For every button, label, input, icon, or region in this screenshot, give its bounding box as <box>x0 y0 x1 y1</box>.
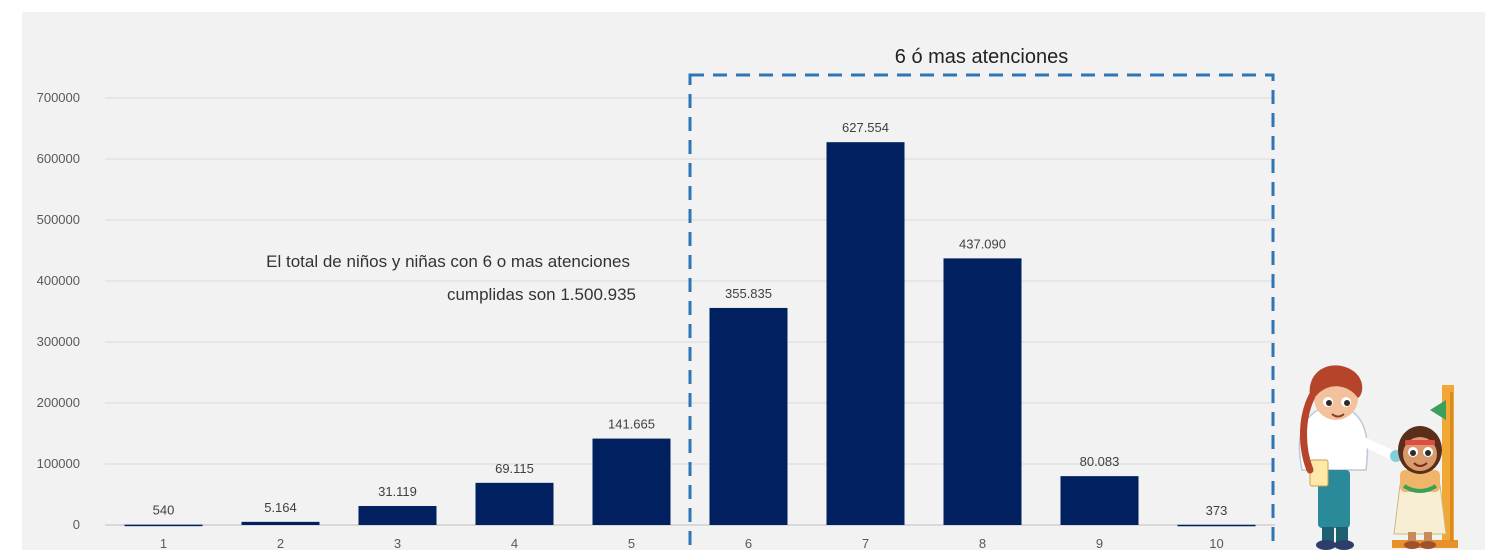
bar <box>826 142 905 525</box>
bar <box>241 521 320 525</box>
data-labels: 540 5.164 31.119 69.115 141.665 355.835 627.55… <box>153 120 1228 518</box>
x-tick-label: 6 <box>745 536 752 550</box>
data-label: 540 <box>153 503 175 518</box>
data-label: 437.090 <box>959 236 1006 251</box>
x-tick-label: 5 <box>628 536 635 550</box>
y-tick-label: 300000 <box>37 334 80 349</box>
x-axis-ticks: 1 2 3 4 5 6 7 8 9 10 <box>160 536 1224 550</box>
x-tick-label: 2 <box>277 536 284 550</box>
bars <box>124 142 1256 527</box>
highlight-title: 6 ó mas atenciones <box>895 46 1068 68</box>
data-label: 141.665 <box>608 417 655 432</box>
highlight-box <box>688 73 1275 550</box>
x-tick-label: 10 <box>1209 536 1223 550</box>
data-label: 355.835 <box>725 286 772 301</box>
y-tick-label: 600000 <box>37 151 80 166</box>
x-tick-label: 7 <box>862 536 869 550</box>
child-figure <box>1393 426 1447 549</box>
x-tick-label: 1 <box>160 536 167 550</box>
y-tick-label: 200000 <box>37 395 80 410</box>
data-label: 31.119 <box>378 484 417 499</box>
x-tick-label: 3 <box>394 536 401 550</box>
doctor-child-illustration <box>1298 365 1458 550</box>
bar <box>1060 476 1139 525</box>
y-tick-label: 0 <box>73 517 80 532</box>
data-label: 627.554 <box>842 120 889 135</box>
y-tick-label: 500000 <box>37 212 80 227</box>
bar <box>943 258 1022 525</box>
data-label: 5.164 <box>264 500 297 515</box>
y-tick-label: 100000 <box>37 456 80 471</box>
bar <box>592 438 671 525</box>
bar <box>475 482 554 525</box>
annotation-line-2: cumplidas son 1.500.935 <box>447 285 636 304</box>
data-label: 373 <box>1206 503 1228 518</box>
x-tick-label: 4 <box>511 536 518 550</box>
doctor-figure <box>1298 365 1402 550</box>
y-axis-ticks: 0 100000 200000 300000 400000 500000 600000 700… <box>37 90 80 532</box>
x-tick-label: 9 <box>1096 536 1103 550</box>
y-tick-label: 400000 <box>37 273 80 288</box>
data-label: 80.083 <box>1080 454 1120 469</box>
bar <box>1177 524 1256 527</box>
y-tick-label: 700000 <box>37 90 80 105</box>
data-label: 69.115 <box>495 461 534 476</box>
annotation-line-1: El total de niños y niñas con 6 o mas at… <box>266 252 630 271</box>
bar <box>358 506 437 525</box>
bar <box>124 524 203 527</box>
bar <box>709 307 788 525</box>
x-tick-label: 8 <box>979 536 986 550</box>
